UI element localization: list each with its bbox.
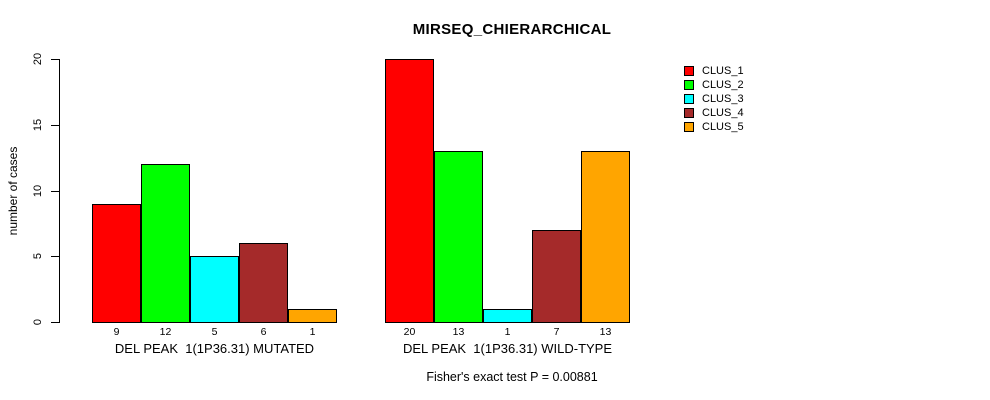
legend-item-clus-3: CLUS_3 <box>684 92 744 106</box>
bar-clus-1-group1 <box>92 204 141 323</box>
legend-swatch-icon <box>684 66 694 76</box>
bar-clus-5-group1 <box>288 309 337 323</box>
legend-label: CLUS_3 <box>702 93 744 105</box>
bar-value-label: 5 <box>211 326 218 338</box>
legend-label: CLUS_1 <box>702 65 744 77</box>
bar-clus-4-group1 <box>239 243 288 323</box>
legend-swatch-icon <box>684 108 694 118</box>
fisher-test-footnote: Fisher's exact test P = 0.00881 <box>426 370 598 384</box>
bar-value-label: 12 <box>159 326 172 338</box>
group-label-1: DEL PEAK 1(1P36.31) MUTATED <box>114 341 315 356</box>
bar-value-label: 20 <box>403 326 416 338</box>
y-axis-line <box>59 59 60 323</box>
bar-clus-2-group2 <box>434 151 483 323</box>
bar-value-label: 6 <box>260 326 267 338</box>
bar-value-label: 1 <box>309 326 316 338</box>
bar-clus-5-group2 <box>581 151 630 323</box>
chart-title: MIRSEQ_CHIERARCHICAL <box>412 21 612 38</box>
y-tick-label: 10 <box>32 184 44 198</box>
legend-swatch-icon <box>684 80 694 90</box>
y-tick-mark <box>51 256 59 257</box>
y-axis-title: number of cases <box>6 146 20 236</box>
bar-clus-2-group1 <box>141 164 190 323</box>
legend-item-clus-1: CLUS_1 <box>684 64 744 78</box>
bar-value-label: 13 <box>452 326 465 338</box>
y-tick-label: 15 <box>32 118 44 132</box>
y-tick-label: 5 <box>32 252 44 260</box>
bar-clus-4-group2 <box>532 230 581 323</box>
y-tick-label: 20 <box>32 52 44 66</box>
bar-value-label: 7 <box>553 326 560 338</box>
bar-value-label: 9 <box>113 326 120 338</box>
legend: CLUS_1 CLUS_2 CLUS_3 CLUS_4 CLUS_5 <box>684 64 744 134</box>
legend-swatch-icon <box>684 94 694 104</box>
legend-label: CLUS_2 <box>702 79 744 91</box>
bar-clus-3-group2 <box>483 309 532 323</box>
y-tick-mark <box>51 125 59 126</box>
bar-clus-1-group2 <box>385 59 434 323</box>
legend-item-clus-2: CLUS_2 <box>684 78 744 92</box>
bar-clus-3-group1 <box>190 256 239 323</box>
legend-label: CLUS_4 <box>702 107 744 119</box>
y-tick-mark <box>51 191 59 192</box>
group-label-2: DEL PEAK 1(1P36.31) WILD-TYPE <box>402 341 613 356</box>
legend-item-clus-5: CLUS_5 <box>684 120 744 134</box>
legend-label: CLUS_5 <box>702 121 744 133</box>
bar-value-label: 13 <box>599 326 612 338</box>
legend-swatch-icon <box>684 122 694 132</box>
bar-value-label: 1 <box>504 326 511 338</box>
y-tick-mark <box>51 322 59 323</box>
y-tick-label: 0 <box>32 318 44 326</box>
legend-item-clus-4: CLUS_4 <box>684 106 744 120</box>
y-tick-mark <box>51 59 59 60</box>
